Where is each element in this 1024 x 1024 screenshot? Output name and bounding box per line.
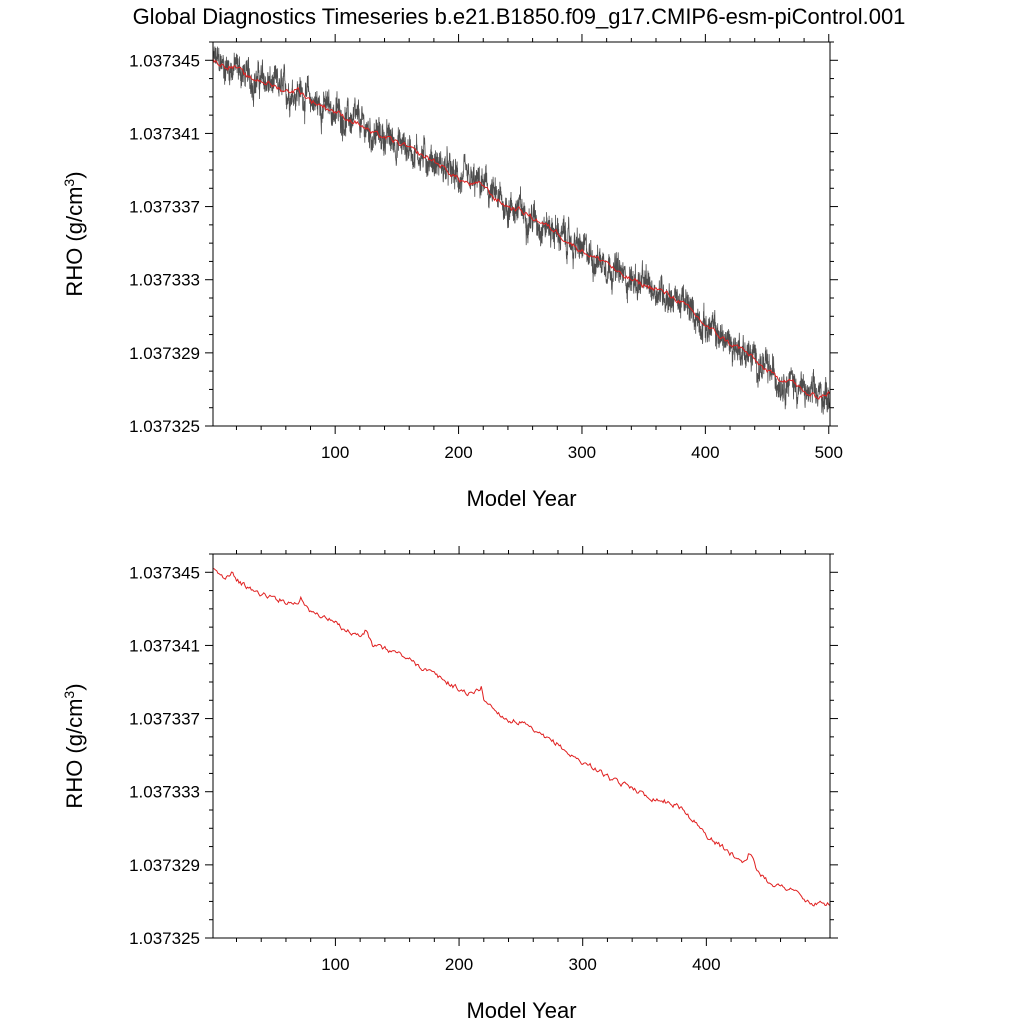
- figure-title: Global Diagnostics Timeseries b.e21.B185…: [133, 4, 906, 29]
- y-tick-label: 1.037333: [129, 783, 200, 802]
- y-tick-label: 1.037337: [129, 710, 200, 729]
- monthly-series-line: [213, 46, 830, 415]
- y-tick-label: 1.037341: [129, 636, 200, 655]
- plot-area: [213, 568, 830, 907]
- x-axis-label: Model Year: [466, 998, 576, 1023]
- x-tick-label: 400: [692, 955, 720, 974]
- y-tick-label: 1.037337: [129, 198, 200, 217]
- y-axis-label-main: RHO (g/cm: [62, 187, 87, 297]
- y-axis-label-superscript: 3: [61, 179, 77, 187]
- y-tick-label: 1.037345: [129, 563, 200, 582]
- x-tick-label: 100: [321, 955, 349, 974]
- y-tick-label: 1.037345: [129, 51, 200, 70]
- x-tick-label: 200: [445, 955, 473, 974]
- x-tick-label: 300: [569, 955, 597, 974]
- x-tick-label: 300: [568, 443, 596, 462]
- y-axis-label-close: ): [62, 171, 87, 178]
- y-axis-label: RHO (g/cm3): [61, 683, 87, 808]
- plot-frame: [212, 553, 831, 939]
- x-tick-label: 400: [691, 443, 719, 462]
- y-tick-label: 1.037329: [129, 344, 200, 363]
- x-tick-label: 500: [815, 443, 843, 462]
- y-tick-label: 1.037341: [129, 124, 200, 143]
- annual-mean-series-line: [213, 568, 830, 907]
- y-tick-label: 1.037333: [129, 271, 200, 290]
- x-tick-label: 200: [444, 443, 472, 462]
- y-axis-label-close: ): [62, 683, 87, 690]
- y-axis-label-main: RHO (g/cm: [62, 699, 87, 809]
- y-tick-label: 1.037329: [129, 856, 200, 875]
- top-panel: 100 200 300 400 500 1.037325 1.037329 1.037333 1…: [61, 34, 843, 511]
- y-axis-label-superscript: 3: [61, 691, 77, 699]
- plot-area: [213, 46, 830, 415]
- y-axis-label: RHO (g/cm3): [61, 171, 87, 296]
- bottom-panel: 100 200 300 400 1.037325 1.037329 1.037333 1.03…: [61, 546, 838, 1023]
- x-axis-label: Model Year: [466, 486, 576, 511]
- plot-frame: [212, 41, 831, 427]
- x-tick-label: 100: [321, 443, 349, 462]
- y-tick-label: 1.037325: [129, 417, 200, 436]
- annual-mean-series-line: [213, 58, 830, 400]
- y-tick-label: 1.037325: [129, 929, 200, 948]
